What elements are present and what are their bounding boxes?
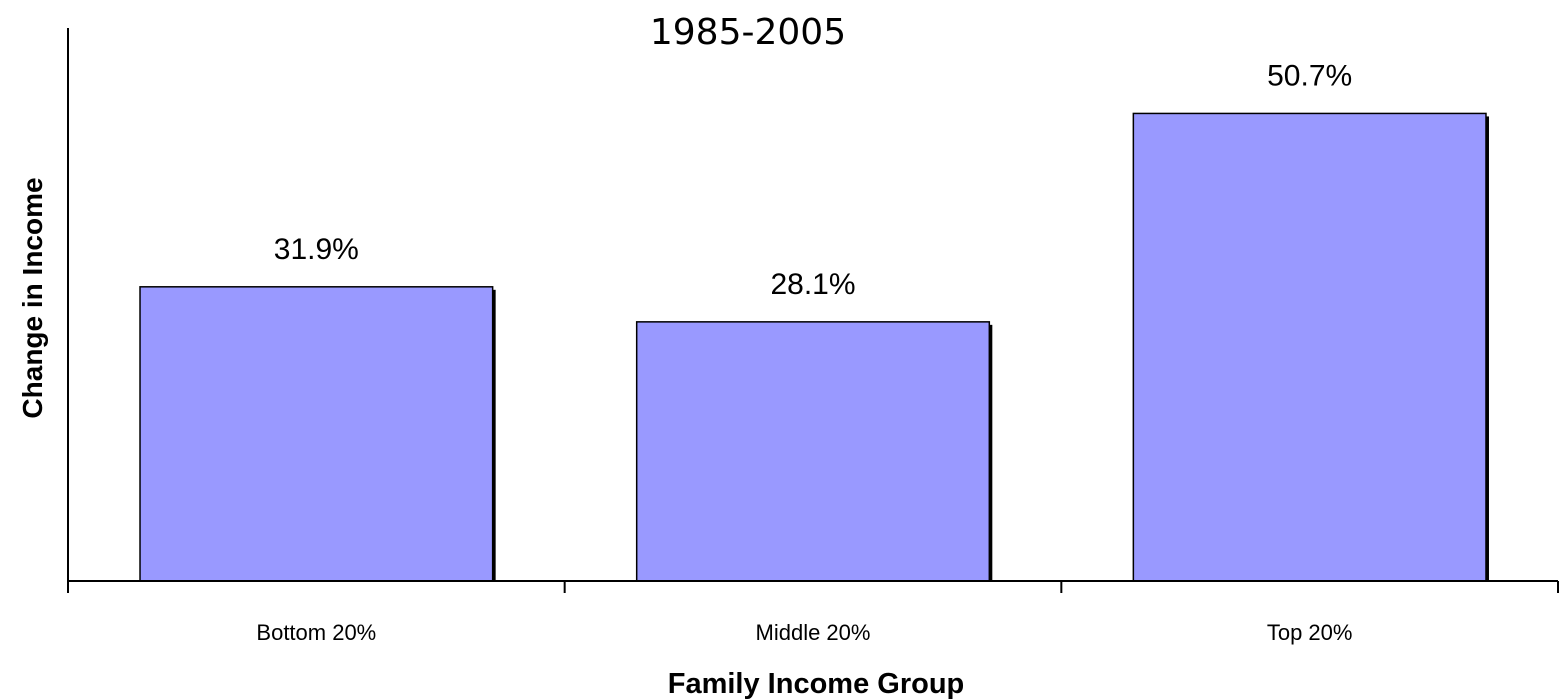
y-axis-label: Change in Income (17, 177, 48, 418)
data-labels-group: 31.9% 28.1% 50.7% (274, 59, 1352, 300)
data-label: 31.9% (274, 233, 359, 266)
tick-labels-group: Bottom 20% Middle 20% Top 20% (256, 620, 1352, 645)
bar (635, 321, 991, 582)
chart-title: 1985-2005 (650, 12, 846, 53)
x-tick-label: Bottom 20% (256, 620, 376, 645)
data-label: 50.7% (1267, 59, 1352, 92)
x-axis-label: Family Income Group (668, 668, 965, 699)
data-label: 28.1% (770, 268, 855, 301)
bar (139, 286, 494, 582)
x-ticks-group (67, 581, 1559, 593)
x-tick-label: Top 20% (1267, 620, 1353, 645)
bar (1132, 112, 1487, 582)
x-tick-label: Middle 20% (756, 620, 871, 645)
bars-group (139, 112, 1489, 582)
